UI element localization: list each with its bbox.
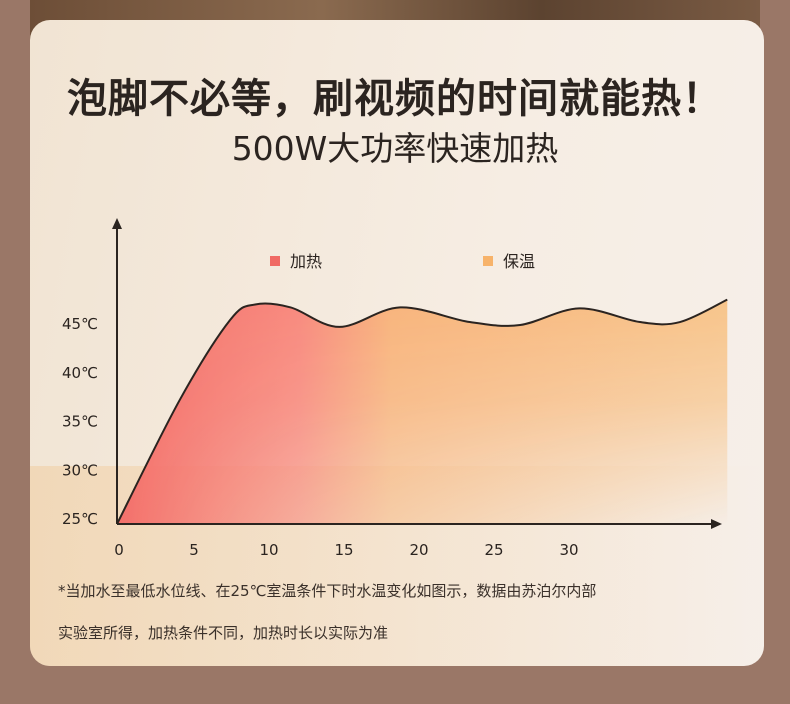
footnote-line-2: 实验室所得，加热条件不同，加热时长以实际为准 [58,624,389,642]
x-tick-label: 25 [484,541,503,559]
temperature-line [116,298,728,525]
x-tick-label: 30 [559,541,578,559]
y-tick-label: 35℃ [62,413,98,431]
legend-label-keepwarm: 保温 [503,252,535,271]
x-tick-label: 20 [409,541,428,559]
page-title: 泡脚不必等，刷视频的时间就能热！ [67,76,723,122]
x-tick-label: 0 [114,541,124,559]
legend-swatch-keepwarm [483,256,493,266]
x-tick-label: 10 [259,541,278,559]
y-ticks: 25℃ 30℃ 35℃ 40℃ 45℃ [62,315,98,528]
footnote-line-1: *当加水至最低水位线、在25℃室温条件下时水温变化如图示，数据由苏泊尔内部 [58,582,597,600]
y-tick-label: 30℃ [62,461,98,479]
legend-label-heating: 加热 [290,252,322,271]
y-axis-arrow-icon [112,218,122,229]
y-tick-label: 45℃ [62,315,98,333]
legend-swatch-heating [270,256,280,266]
x-ticks: 0 5 10 15 20 25 30 [114,541,578,559]
x-tick-label: 15 [334,541,353,559]
temperature-area [117,299,728,524]
y-tick-label: 25℃ [62,510,98,528]
page-subtitle: 500W大功率快速加热 [231,129,559,168]
x-axis-arrow-icon [711,519,722,529]
y-tick-label: 40℃ [62,364,98,382]
x-tick-label: 5 [189,541,199,559]
